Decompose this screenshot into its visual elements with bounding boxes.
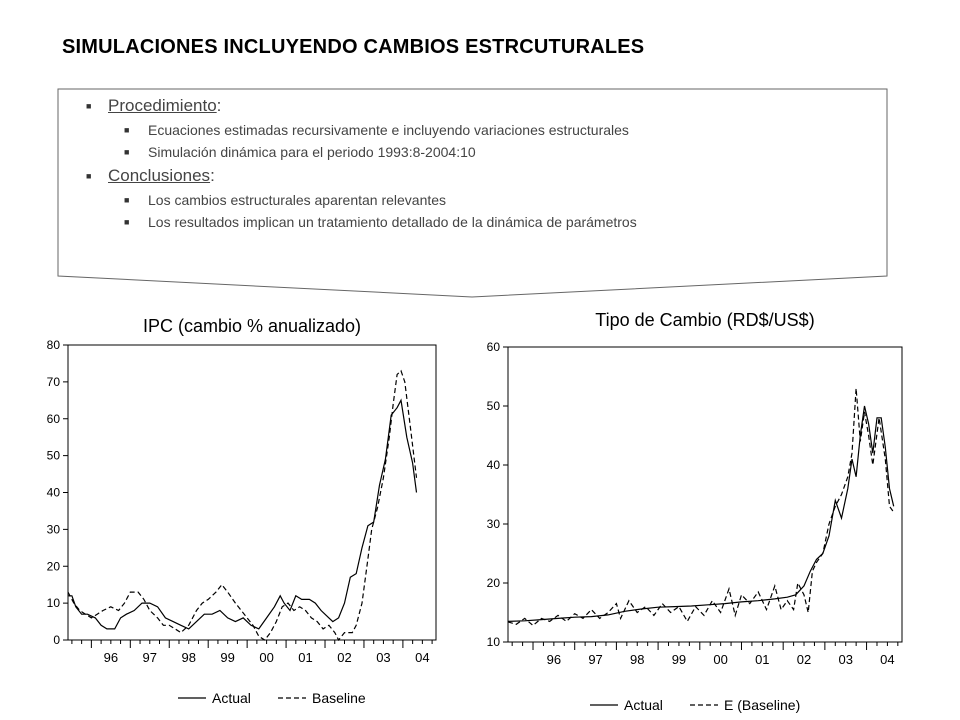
y-tick-label: 20 [487,576,501,590]
slide-title: SIMULACIONES INCLUYENDO CAMBIOS ESTRCUTU… [62,36,645,58]
y-tick-label: 60 [47,412,61,426]
x-tick-label: 01 [755,652,769,667]
ipc-chart-svg: IPC (cambio % anualizado)010203040506070… [47,316,437,706]
x-tick-label: 96 [547,652,561,667]
bullet-colon: : [216,96,222,115]
y-tick-label: 40 [47,486,61,500]
plot-frame [507,346,903,643]
x-tick-label: 02 [337,650,351,665]
x-tick-label: 97 [143,650,157,665]
chart-title: Tipo de Cambio (RD$/US$) [595,310,814,330]
square-bullet-icon: ■ [124,147,130,157]
x-tick-label: 98 [181,650,195,665]
sub-bullet: ■ Los cambios estructurales aparentan re… [86,192,806,208]
sub-bullet: ■ Ecuaciones estimadas recursivamente e … [86,122,806,138]
legend-label: Actual [212,690,251,706]
y-tick-label: 50 [487,399,501,413]
bullet-label: Procedimiento [108,96,217,115]
legend-label: Actual [624,697,663,713]
sub-bullet-text: Los resultados implican un tratamiento d… [148,214,637,230]
x-tick-label: 02 [797,652,811,667]
y-tick-label: 60 [487,340,501,354]
x-tick-label: 96 [104,650,118,665]
sub-bullet: ■ Simulación dinámica para el periodo 19… [86,144,806,160]
bullet-procedimiento: ■ Procedimiento: [86,96,806,116]
bullet-label: Conclusiones [108,166,211,185]
x-tick-label: 01 [298,650,312,665]
x-tick-label: 99 [220,650,234,665]
y-tick-label: 70 [47,375,61,389]
bullet-list: ■ Procedimiento: ■ Ecuaciones estimadas … [86,96,806,236]
tipo-cambio-chart: Tipo de Cambio (RD$/US$) 10 20 30 40 50 60 96 97… [470,300,910,720]
series-line-actual [507,405,895,622]
x-tick-label: 03 [838,652,852,667]
x-tick-label: 03 [376,650,390,665]
y-tick-label: 10 [47,596,61,610]
series-line-e-baseline- [507,388,895,627]
legend-label: Baseline [312,690,366,706]
legend-label: E (Baseline) [724,697,800,713]
square-bullet-icon: ■ [86,101,92,111]
sub-bullet-text: Simulación dinámica para el periodo 1993… [148,144,476,160]
sub-bullet-text: Los cambios estructurales aparentan rele… [148,192,447,208]
callout-box [57,88,888,298]
square-bullet-icon: ■ [86,171,92,181]
y-tick-label: 10 [487,635,501,649]
ipc-chart: IPC (cambio % anualizado) 0 10 20 30 40 50 60 70… [28,300,468,720]
x-tick-label: 98 [630,652,644,667]
square-bullet-icon: ■ [124,217,130,227]
y-tick-label: 50 [47,449,61,463]
x-tick-label: 00 [713,652,727,667]
x-tick-label: 97 [588,652,602,667]
series-line-actual [68,398,418,630]
bullet-colon: : [210,166,215,185]
y-tick-label: 30 [47,522,61,536]
x-tick-label: 04 [880,652,894,667]
y-tick-label: 20 [47,559,61,573]
chart-title: IPC (cambio % anualizado) [143,316,361,336]
series-line-baseline [67,369,418,642]
square-bullet-icon: ■ [124,195,130,205]
sub-bullet-text: Ecuaciones estimadas recursivamente e in… [148,122,629,138]
x-tick-label: 04 [415,650,429,665]
y-tick-label: 30 [487,517,501,531]
y-tick-label: 0 [53,633,60,647]
bullet-conclusiones: ■ Conclusiones: [86,166,806,186]
square-bullet-icon: ■ [124,125,130,135]
y-tick-label: 80 [47,338,61,352]
x-tick-label: 99 [672,652,686,667]
sub-bullet: ■ Los resultados implican un tratamiento… [86,214,806,230]
x-tick-label: 00 [259,650,273,665]
tipo-cambio-chart-svg: Tipo de Cambio (RD$/US$) 10 20 30 40 50 60 96 97… [487,310,903,713]
y-tick-label: 40 [487,458,501,472]
